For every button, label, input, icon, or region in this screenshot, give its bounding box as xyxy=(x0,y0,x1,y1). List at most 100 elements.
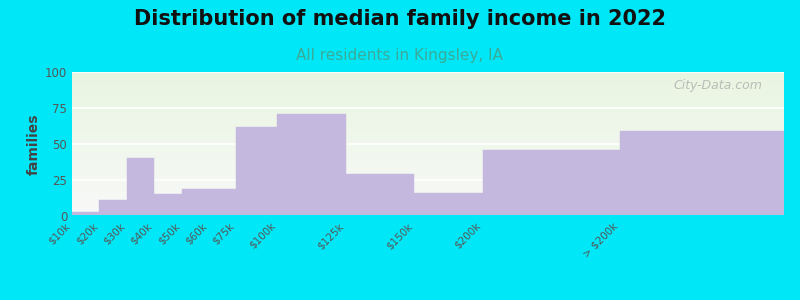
Bar xyxy=(72,206,784,207)
Bar xyxy=(72,100,784,101)
Bar xyxy=(72,95,784,96)
Bar xyxy=(72,207,784,208)
Bar xyxy=(72,74,784,75)
Bar xyxy=(209,189,236,216)
Bar xyxy=(72,87,784,88)
Bar xyxy=(72,178,784,179)
Bar xyxy=(278,114,346,216)
Bar xyxy=(482,150,620,216)
Bar xyxy=(72,150,784,151)
Bar xyxy=(72,172,784,173)
Bar xyxy=(72,128,784,129)
Bar xyxy=(72,189,784,190)
Bar xyxy=(72,93,784,94)
Bar xyxy=(72,108,784,109)
Bar xyxy=(72,104,784,105)
Bar xyxy=(72,165,784,166)
Bar xyxy=(72,96,784,97)
Bar xyxy=(72,155,784,156)
Bar xyxy=(72,145,784,146)
Bar xyxy=(72,130,784,131)
Bar xyxy=(99,200,126,216)
Bar xyxy=(72,184,784,185)
Bar xyxy=(72,199,784,200)
Bar xyxy=(72,210,784,211)
Bar xyxy=(72,138,784,139)
Bar xyxy=(346,174,414,216)
Bar xyxy=(72,202,784,203)
Bar xyxy=(72,190,784,191)
Bar xyxy=(72,85,784,86)
Bar xyxy=(72,213,784,214)
Bar xyxy=(72,102,784,103)
Bar xyxy=(72,122,784,123)
Bar xyxy=(72,113,784,114)
Bar xyxy=(72,148,784,149)
Bar xyxy=(72,162,784,163)
Bar xyxy=(620,131,784,216)
Bar xyxy=(72,182,784,183)
Bar xyxy=(72,81,784,82)
Bar xyxy=(72,134,784,135)
Bar xyxy=(72,103,784,104)
Bar xyxy=(154,194,182,216)
Bar xyxy=(72,125,784,126)
Bar xyxy=(72,88,784,89)
Bar xyxy=(72,153,784,154)
Bar xyxy=(72,215,784,216)
Bar xyxy=(72,107,784,108)
Bar xyxy=(72,186,784,187)
Bar xyxy=(72,142,784,143)
Bar xyxy=(72,161,784,162)
Bar xyxy=(72,193,784,194)
Bar xyxy=(72,72,784,73)
Bar xyxy=(72,192,784,193)
Bar xyxy=(72,149,784,150)
Bar xyxy=(72,154,784,155)
Bar xyxy=(72,152,784,153)
Bar xyxy=(72,110,784,111)
Bar xyxy=(72,131,784,132)
Bar xyxy=(72,157,784,158)
Bar xyxy=(72,208,784,209)
Bar xyxy=(72,205,784,206)
Bar xyxy=(72,179,784,180)
Bar xyxy=(72,75,784,76)
Bar xyxy=(72,127,784,128)
Bar xyxy=(72,147,784,148)
Bar xyxy=(72,115,784,116)
Bar xyxy=(72,106,784,107)
Bar xyxy=(72,126,784,127)
Bar xyxy=(72,111,784,112)
Bar xyxy=(72,123,784,124)
Bar xyxy=(72,76,784,77)
Bar xyxy=(72,191,784,192)
Bar xyxy=(72,84,784,85)
Bar xyxy=(72,141,784,142)
Bar xyxy=(72,181,784,182)
Bar xyxy=(72,139,784,140)
Bar xyxy=(72,195,784,196)
Bar xyxy=(72,167,784,168)
Bar xyxy=(72,169,784,170)
Bar xyxy=(72,151,784,152)
Bar xyxy=(72,135,784,136)
Bar xyxy=(72,187,784,188)
Bar xyxy=(72,91,784,92)
Bar xyxy=(72,143,784,144)
Bar xyxy=(72,175,784,176)
Bar xyxy=(72,97,784,98)
Bar xyxy=(72,132,784,133)
Bar xyxy=(72,133,784,134)
Bar xyxy=(72,86,784,87)
Bar xyxy=(72,114,784,115)
Text: Distribution of median family income in 2022: Distribution of median family income in … xyxy=(134,9,666,29)
Bar xyxy=(72,170,784,171)
Bar xyxy=(72,98,784,99)
Bar xyxy=(72,83,784,84)
Bar xyxy=(72,163,784,164)
Bar xyxy=(72,198,784,199)
Bar xyxy=(72,94,784,95)
Bar xyxy=(72,200,784,201)
Bar xyxy=(72,90,784,91)
